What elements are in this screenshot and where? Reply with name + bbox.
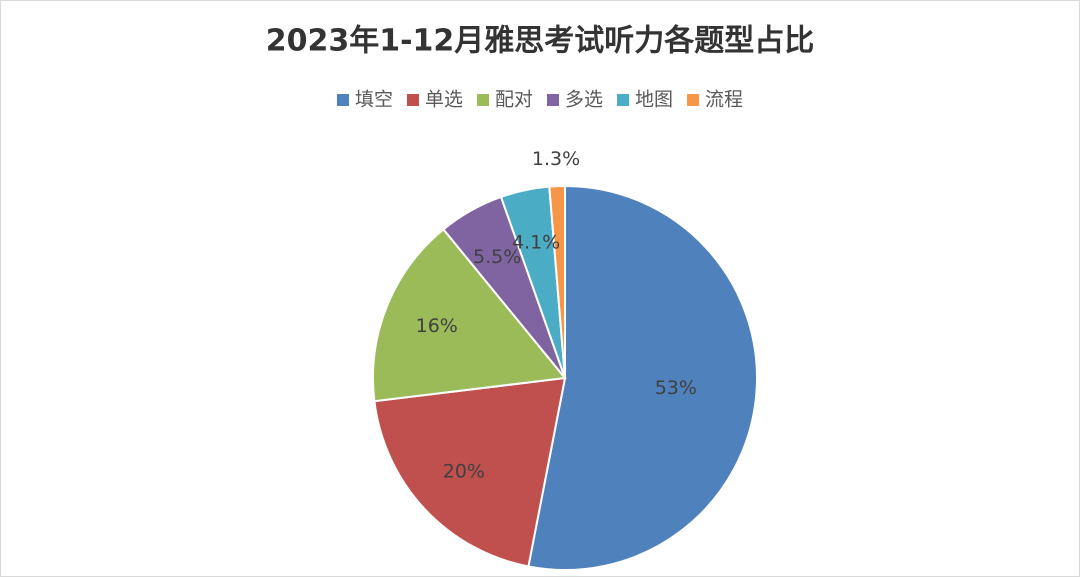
chart-title: 2023年1-12月雅思考试听力各题型占比 (266, 24, 815, 59)
legend-label: 流程 (705, 89, 743, 111)
pie-slice (372, 227, 567, 403)
legend-label: 配对 (495, 89, 533, 111)
data-label: 20% (443, 461, 485, 483)
legend-swatch (547, 94, 559, 106)
legend-swatch (687, 94, 700, 106)
legend-label: 地图 (635, 89, 673, 111)
pie-slice (373, 376, 567, 568)
legend-label: 单选 (425, 89, 463, 111)
pie-slice (548, 184, 566, 379)
legend-swatch (476, 94, 489, 106)
pie-slice (527, 184, 758, 571)
legend-swatch (336, 94, 349, 106)
legend-label: 多选 (565, 89, 603, 111)
legend-swatch (617, 94, 630, 106)
data-label: 16% (416, 315, 458, 337)
legend-swatch (406, 94, 419, 106)
legend-label: 填空 (355, 89, 393, 111)
data-label: 1.3% (532, 148, 580, 170)
data-label: 53% (655, 377, 697, 399)
legend: 填空 单选 配对 多选 地图 流程 (336, 89, 743, 111)
data-label: 5.5% (473, 246, 521, 268)
data-label: 4.1% (512, 231, 560, 253)
